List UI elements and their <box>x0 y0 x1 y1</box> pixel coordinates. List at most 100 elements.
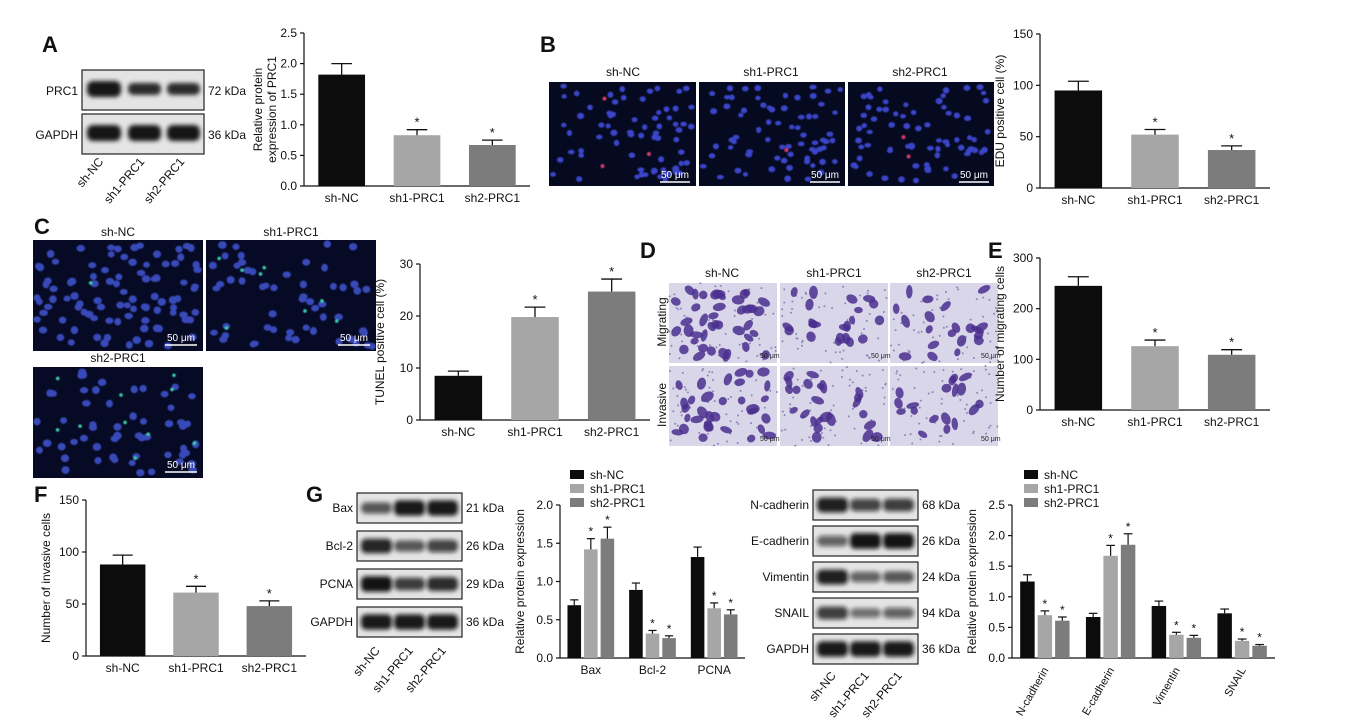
stained-cell <box>670 297 681 306</box>
membrane-pore <box>985 396 988 399</box>
cell-nucleus <box>180 279 188 286</box>
blot-label-prc1: PRC1 <box>46 84 78 98</box>
cell-nucleus <box>143 261 150 268</box>
stained-cell <box>951 383 959 398</box>
stained-cell <box>718 396 727 406</box>
membrane-pore <box>996 425 999 428</box>
blot-kda: 21 kDa <box>466 501 504 515</box>
blot-kda: 36 kDa <box>466 615 504 629</box>
cell-nucleus <box>291 335 300 344</box>
membrane-pore <box>724 332 727 335</box>
membrane-pore <box>864 390 867 393</box>
stained-cell <box>892 303 900 315</box>
cell-nucleus <box>216 280 225 288</box>
stained-cell <box>810 416 818 427</box>
cell-nucleus <box>804 176 812 182</box>
cell-nucleus <box>855 137 862 144</box>
stained-cell <box>941 383 952 393</box>
blot-band <box>883 641 914 657</box>
stained-cell <box>707 321 716 332</box>
cell-nucleus <box>800 132 807 138</box>
cell-nucleus <box>97 378 107 387</box>
x-tick-label: sh1-PRC1 <box>507 425 563 439</box>
scale-label: 50 μm <box>167 333 195 344</box>
stained-cell <box>894 397 903 409</box>
stained-cell <box>698 433 708 442</box>
legend-swatch <box>1024 470 1038 479</box>
cell-nucleus <box>182 449 190 457</box>
cell-nucleus <box>688 104 695 110</box>
membrane-pore <box>737 414 740 417</box>
stained-cell <box>854 306 863 314</box>
cell-nucleus <box>33 316 41 323</box>
significance-mark: * <box>609 264 614 279</box>
membrane-pore <box>738 343 741 346</box>
scale-label: 50 μm <box>167 460 195 471</box>
cell-nucleus <box>819 158 826 166</box>
stained-cell <box>708 312 719 320</box>
cell-nucleus <box>631 117 638 123</box>
cell-nucleus <box>893 111 899 117</box>
cell-nucleus <box>82 400 91 407</box>
stained-cell <box>835 332 846 344</box>
membrane-pore <box>919 438 922 441</box>
membrane-pore <box>894 329 897 332</box>
cell-nucleus <box>881 175 889 182</box>
cell-nucleus <box>46 250 55 258</box>
legend-label: sh2-PRC1 <box>590 496 646 510</box>
cell-nucleus <box>797 141 805 147</box>
membrane-pore <box>931 309 934 312</box>
bar-sh1-PRC1 <box>1131 346 1179 410</box>
y-tick-label: 100 <box>1013 78 1033 92</box>
stained-cell <box>700 329 708 342</box>
cell-nucleus <box>607 91 614 98</box>
membrane-pore <box>781 429 784 432</box>
x-tick-label: sh1-PRC1 <box>1127 415 1183 429</box>
membrane-pore <box>944 291 947 294</box>
cell-nucleus <box>829 137 836 144</box>
cell-nucleus <box>88 423 98 431</box>
membrane-pore <box>912 314 915 317</box>
cell-nucleus <box>70 326 79 335</box>
cell-nucleus <box>46 389 54 397</box>
membrane-pore <box>756 301 759 304</box>
membrane-pore <box>896 370 899 373</box>
y-tick-label: 1.0 <box>536 575 553 589</box>
membrane-pore <box>841 357 844 360</box>
blot-band <box>817 569 848 585</box>
cell-nucleus <box>811 140 819 146</box>
blot-band <box>361 576 392 592</box>
stained-cell <box>958 372 972 382</box>
membrane-pore <box>696 344 699 347</box>
cell-nucleus <box>110 435 120 443</box>
cell-nucleus <box>963 85 971 91</box>
cell-nucleus <box>882 99 889 105</box>
membrane-pore <box>740 410 743 413</box>
cell-nucleus <box>84 310 94 318</box>
cell-nucleus <box>905 143 911 149</box>
membrane-pore <box>770 347 773 350</box>
stained-cell <box>705 411 715 423</box>
y-tick-label: 50 <box>1020 130 1034 144</box>
cell-nucleus <box>678 160 684 167</box>
membrane-pore <box>864 386 867 389</box>
cell-nucleus <box>60 454 70 463</box>
cell-nucleus <box>298 296 307 303</box>
significance-mark: * <box>490 125 495 140</box>
cell-nucleus <box>768 166 776 173</box>
cell-nucleus <box>912 177 920 184</box>
cell-nucleus <box>192 260 200 269</box>
chart-a: 0.0 0.5 1.0 1.5 2.0 2.5 Relative protein expres… <box>251 26 530 205</box>
x-tick-label: sh-NC <box>106 661 140 675</box>
membrane-pore <box>789 403 792 406</box>
bar-sh-NC <box>1054 90 1103 188</box>
cell-nucleus <box>732 134 740 140</box>
membrane-pore <box>672 387 675 390</box>
cell-nucleus <box>187 460 197 467</box>
cell-nucleus <box>727 145 734 150</box>
cell-nucleus <box>191 308 200 316</box>
stained-cell <box>846 294 858 304</box>
cell-nucleus <box>754 84 762 92</box>
tunel-positive-cell <box>320 299 324 303</box>
y-tick-label: 1.0 <box>988 590 1005 604</box>
